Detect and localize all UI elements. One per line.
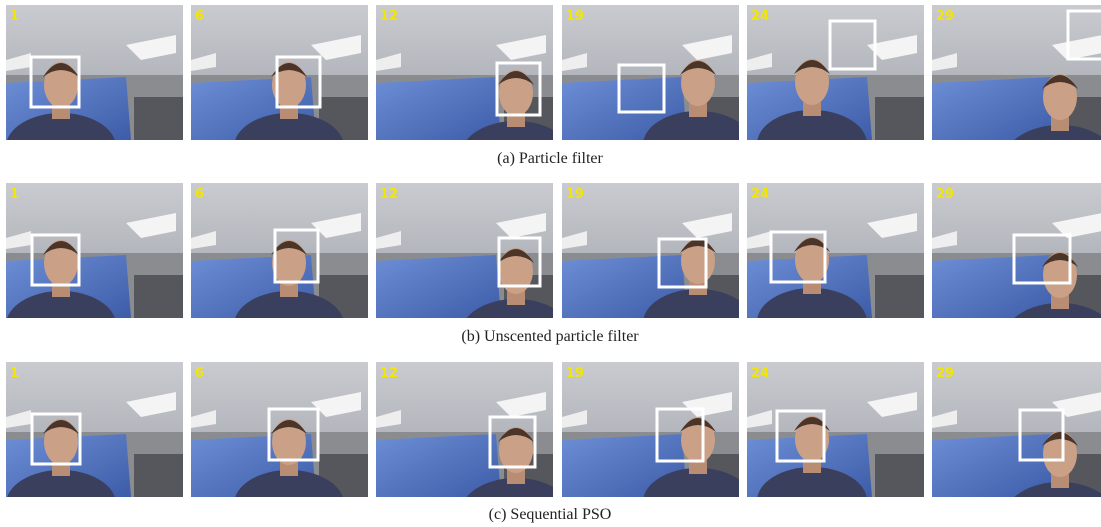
frame-number: 12 [380,9,398,24]
frame-number: 19 [566,9,584,24]
video-frame: 6 [191,5,368,181]
frame-number: 6 [195,187,204,202]
video-frame: 24 [747,362,924,527]
row-caption: (b) Unscented particle filter [461,328,639,345]
video-frame: 19 [562,362,753,527]
frame-number: 29 [936,9,954,24]
video-frame: 6 [191,183,368,359]
shelf [134,97,183,140]
shirt [6,113,116,181]
row-caption: (c) Sequential PSO [489,506,612,523]
video-frame: 1 [6,362,183,527]
shelf [875,275,924,318]
frame-number: 6 [195,366,204,381]
frame-number: 29 [936,366,954,381]
shirt [643,111,753,179]
shirt [234,291,344,359]
shelf [875,97,924,140]
shirt [6,291,116,359]
frame-number: 1 [10,366,19,381]
frame-number: 1 [10,187,19,202]
shelf [134,275,183,318]
row-caption: (a) Particle filter [497,150,603,167]
video-frame: 24 [747,5,924,178]
shirt [757,110,867,178]
video-frame: 6 [191,362,368,527]
shelf [134,454,183,497]
frame-number: 12 [380,366,398,381]
video-frame: 24 [747,183,924,356]
video-frame: 1 [6,183,183,359]
frame-number: 24 [751,9,769,24]
video-frame: 1 [6,5,183,181]
frame-number: 24 [751,187,769,202]
shelf [875,454,924,497]
video-frame: 29 [932,183,1101,371]
shirt [757,288,867,356]
video-frame: 12 [376,362,571,527]
shirt [234,113,344,181]
frame-number: 24 [751,366,769,381]
frame-number: 12 [380,187,398,202]
frame-number: 1 [10,9,19,24]
frame-number: 19 [566,366,584,381]
video-frame: 29 [932,362,1101,527]
figure: 1 6 12 19 24 29 (a) Particle filter 1 6 12 19 24 29 (… [0,0,1101,527]
shirt [643,289,753,357]
video-frame: 29 [932,5,1101,193]
frame-number: 6 [195,9,204,24]
frame-number: 19 [566,187,584,202]
frame-number: 29 [936,187,954,202]
